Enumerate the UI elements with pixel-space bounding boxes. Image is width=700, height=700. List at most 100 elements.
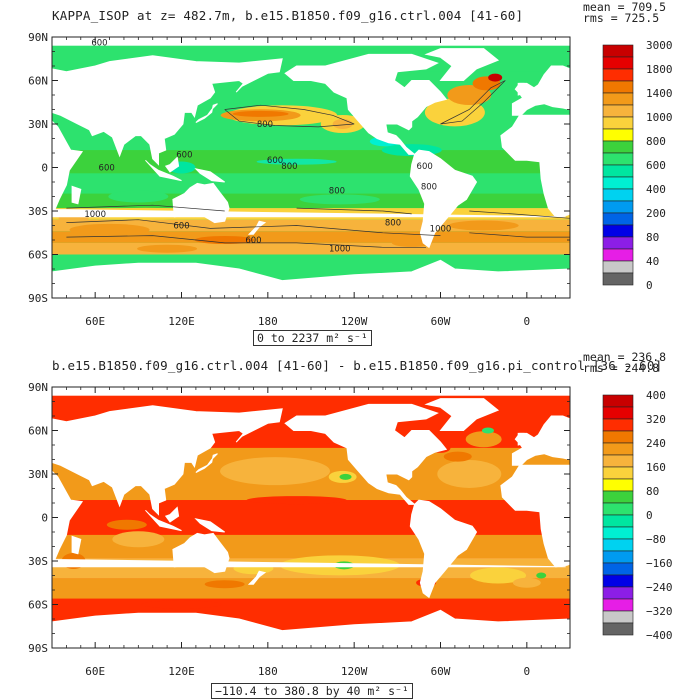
field-patch: [448, 220, 519, 231]
land-mask: [284, 403, 448, 505]
colorbar-swatch: [602, 200, 634, 214]
lat-tick-label: 60N: [28, 75, 48, 88]
contour-label: 800: [421, 182, 437, 192]
contour-line: [469, 210, 571, 219]
colorbar-swatch: [602, 430, 634, 444]
colorbar-swatch: [602, 586, 634, 600]
land-mask: [145, 159, 182, 182]
field-patch: [470, 567, 527, 584]
lon-tick-label: 0: [524, 315, 531, 328]
field-patch: [141, 600, 222, 609]
field-patch: [299, 194, 380, 205]
colorbar-swatch: [602, 44, 634, 58]
top-map-rms: rms = 725.5: [583, 11, 660, 25]
contour-line: [224, 104, 355, 128]
contour-label: 1000: [430, 224, 452, 234]
top-map-panel: KAPPA_ISOP at z= 482.7m, b.e15.B1850.f09…: [28, 0, 673, 346]
colorbar-label: 200: [646, 207, 666, 220]
land-mask: [51, 119, 566, 218]
field-patch: [437, 460, 502, 488]
top-map-range-label: 0 to 2237 m² s⁻¹: [253, 330, 372, 346]
bottom-map-title: b.e15.B1850.f09_g16.ctrl.004 [41-60] - b…: [52, 358, 663, 373]
lat-tick-label: 30N: [28, 118, 48, 131]
colorbar-label: −400: [646, 629, 673, 642]
colorbar-swatch: [602, 152, 634, 166]
colorbar-label: −240: [646, 581, 673, 594]
land-mask: [172, 182, 230, 224]
lat-tick-label: 60S: [28, 249, 48, 262]
colorbar-swatch: [602, 128, 634, 142]
colorbar-label: 320: [646, 413, 666, 426]
bottom-map-stats: mean = 236.8 rms = 244.8: [583, 351, 666, 374]
contour-label: 800: [385, 219, 401, 229]
contour-label: 600: [267, 156, 283, 166]
land-mask: [145, 509, 182, 532]
lon-tick-label: 120W: [341, 315, 368, 328]
land-mask: [52, 37, 570, 46]
map-layer: [51, 387, 571, 649]
lon-tick-label: 120E: [168, 315, 195, 328]
field-patch: [481, 427, 494, 434]
lat-tick-label: 60N: [28, 425, 48, 438]
land-mask: [51, 469, 566, 568]
lon-tick-label: 180: [258, 315, 278, 328]
lon-tick-label: 120W: [341, 665, 368, 678]
colorbar-swatch: [602, 260, 634, 274]
colorbar-label: −320: [646, 605, 673, 618]
colorbar-swatch: [602, 490, 634, 504]
land-mask: [517, 82, 525, 96]
field-patch: [465, 431, 502, 448]
contour-line: [66, 235, 427, 248]
lon-tick-label: 60W: [431, 315, 451, 328]
field-band: [52, 219, 570, 232]
top-map-stats: mean = 709.5 rms = 725.5: [583, 0, 667, 25]
contour-line: [66, 219, 441, 236]
land-mask: [500, 464, 571, 568]
field-band: [52, 231, 570, 243]
colorbar-swatch: [602, 272, 634, 286]
colorbar-swatch: [602, 574, 634, 588]
top-map-title: KAPPA_ISOP at z= 482.7m, b.e15.B1850.f09…: [52, 8, 524, 23]
field-patch: [424, 98, 485, 127]
land-mask: [195, 103, 218, 123]
colorbar-swatch: [602, 526, 634, 540]
field-band: [52, 242, 570, 255]
colorbar-swatch: [602, 236, 634, 250]
colorbar-swatch: [602, 176, 634, 190]
lat-tick-label: 0: [41, 162, 48, 175]
contour-line: [469, 232, 570, 238]
colorbar-label: 160: [646, 461, 666, 474]
lon-tick-label: 60E: [85, 665, 105, 678]
field-patch: [391, 238, 432, 247]
colorbar-swatch: [602, 442, 634, 456]
contour-label: 800: [329, 187, 345, 197]
field-patch: [488, 73, 503, 82]
colorbar-swatch: [602, 224, 634, 238]
lat-tick-label: 0: [41, 512, 48, 525]
contour-label: 600: [176, 150, 192, 160]
colorbar-swatch: [602, 538, 634, 552]
colorbar-label: 3000: [646, 39, 673, 52]
field-patch: [339, 473, 352, 480]
top-map-mean: mean = 709.5: [583, 0, 667, 14]
land-mask: [71, 535, 82, 555]
colorbar-label: 1000: [646, 111, 673, 124]
field-band: [52, 500, 570, 535]
colorbar-swatch: [602, 610, 634, 624]
colorbar-label: 1400: [646, 87, 673, 100]
contour-label: 1000: [329, 245, 351, 255]
lon-tick-label: 60E: [85, 315, 105, 328]
colorbar-swatch: [602, 212, 634, 226]
colorbar-swatch: [602, 550, 634, 564]
colorbar-swatch: [602, 248, 634, 262]
colorbar-label: 400: [646, 389, 666, 402]
colorbar-label: 0: [646, 279, 653, 292]
field-patch: [204, 580, 245, 589]
field-patch: [108, 190, 169, 203]
land-mask: [52, 387, 570, 396]
colorbar-swatch: [602, 406, 634, 420]
contour-label: 600: [245, 236, 261, 246]
land-mask: [409, 499, 478, 599]
